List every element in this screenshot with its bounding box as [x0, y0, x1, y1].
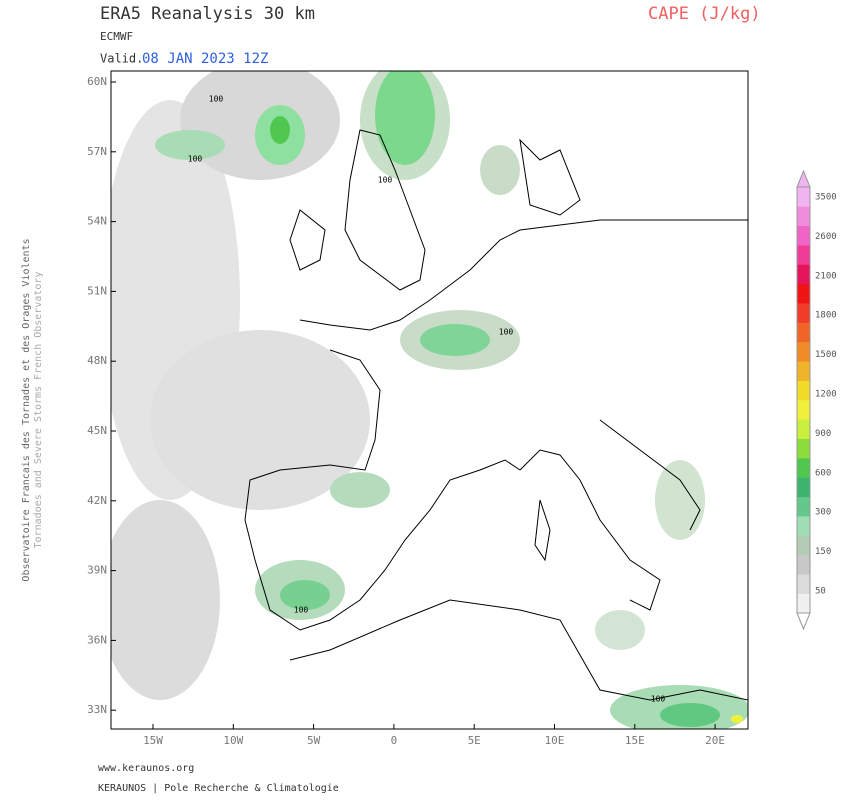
colorbar-label: 3500 [815, 193, 837, 203]
colorbar-cell [797, 245, 810, 265]
colorbar-label: 150 [815, 547, 831, 557]
colorbar-label: 900 [815, 429, 831, 439]
colorbar-cell [797, 419, 810, 440]
lat-label: 36N [87, 633, 107, 646]
colorbar-label: 50 [815, 587, 826, 597]
lat-label: 39N [87, 564, 107, 577]
contour-label: 100 [294, 606, 309, 615]
colorbar-cell [797, 225, 810, 246]
lat-label: 45N [87, 424, 107, 437]
colorbar-cell [797, 264, 810, 285]
lon-label: 10E [545, 734, 565, 747]
contour-label: 100 [188, 155, 203, 164]
lat-label: 33N [87, 703, 107, 716]
lat-label: 54N [87, 215, 107, 228]
title: ERA5 Reanalysis 30 km [100, 4, 315, 24]
colorbar-label: 1500 [815, 350, 837, 360]
colorbar-bottom-arrow [796, 612, 811, 631]
colorbar-cell [797, 458, 810, 478]
cape-shading [111, 71, 748, 729]
map: 60N 57N 54N 51N 48N 45N 42N 39N 36N 33N 15W 10W 5W 0 5… [87, 70, 749, 747]
colorbar-frame [796, 186, 811, 614]
colorbar-cell [797, 400, 810, 420]
field-name: CAPE (J/kg) [648, 4, 761, 24]
colorbar-cell [797, 535, 810, 556]
colorbar-label: 1200 [815, 390, 837, 400]
lon-label: 20E [705, 734, 725, 747]
valid-prefix: Valid. [100, 52, 143, 66]
contour-label: 100 [378, 176, 393, 185]
lat-label: 48N [87, 354, 107, 367]
contour-label: 100 [209, 95, 224, 104]
colorbar-label: 1800 [815, 311, 837, 321]
colorbar-cell [797, 477, 810, 498]
valid-time: 08 JAN 2023 12Z [142, 51, 268, 67]
colorbar-cell [797, 380, 810, 401]
colorbar-cell [797, 438, 810, 459]
colorbar-cell [797, 361, 810, 381]
colorbar-cell [797, 496, 810, 517]
contour-labels: 100 100 100 100 100 100 [188, 95, 666, 704]
lat-label: 60N [87, 75, 107, 88]
colorbar-cell [797, 574, 810, 594]
colorbar-top-arrow [796, 169, 811, 188]
lon-label: 10W [223, 734, 243, 747]
colorbar-label: 300 [815, 508, 831, 518]
lat-label: 42N [87, 494, 107, 507]
source: ECMWF [100, 30, 133, 43]
colorbar-cell [797, 554, 810, 575]
colorbar-cell [797, 187, 810, 207]
colorbar: 3500 2600 2100 1800 1500 1200 900 600 300 150 50 [796, 169, 837, 631]
lon-label: 15E [625, 734, 645, 747]
map-frame [110, 70, 749, 730]
colorbar-cell [797, 516, 810, 536]
footer-url: www.keraunos.org [98, 763, 194, 774]
colorbar-label: 2100 [815, 271, 837, 281]
lat-label: 57N [87, 145, 107, 158]
axes: 60N 57N 54N 51N 48N 45N 42N 39N 36N 33N 15W 10W 5W 0 5… [87, 75, 725, 747]
footer-credit: KERAUNOS | Pole Recherche & Climatologie [98, 783, 339, 794]
colorbar-cell [797, 341, 810, 362]
colorbar-cell [797, 593, 810, 614]
colorbar-cell [797, 303, 810, 323]
colorbar-cell [797, 283, 810, 304]
lon-label: 5W [307, 734, 321, 747]
coastlines [244, 129, 748, 701]
lat-label: 51N [87, 284, 107, 297]
lon-label: 15W [143, 734, 163, 747]
colorbar-label: 600 [815, 468, 831, 478]
observatory-fr: Observatoire Francais des Tornades et de… [21, 238, 32, 581]
observatory-en: Tornadoes and Severe Storms French Obser… [33, 272, 44, 549]
contour-label: 100 [499, 328, 514, 337]
colorbar-cell [797, 322, 810, 343]
lon-label: 0 [391, 734, 398, 747]
colorbar-cell [797, 206, 810, 227]
contour-label: 100 [651, 695, 666, 704]
lon-label: 5E [468, 734, 481, 747]
colorbar-label: 2600 [815, 232, 837, 242]
